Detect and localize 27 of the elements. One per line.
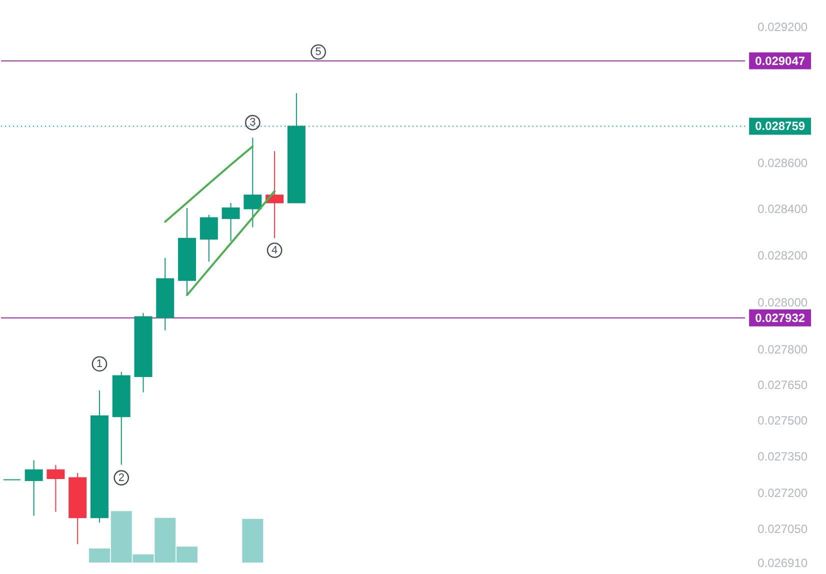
y-tick-label: 0.028000 — [758, 295, 808, 310]
line-series — [186, 190, 276, 296]
candlestick — [244, 137, 262, 228]
candlestick — [46, 464, 65, 512]
y-tick-label: 0.027350 — [758, 450, 808, 464]
ref-line-label: 0.028759 — [755, 119, 806, 134]
series-label: 2 — [118, 472, 124, 484]
y-tick-label: 0.027800 — [758, 342, 808, 356]
ref-line-label: 0.029047 — [755, 54, 806, 68]
ref-line-label: 0.027932 — [755, 310, 806, 325]
candlestick — [222, 202, 240, 242]
series-label: 5 — [315, 46, 322, 58]
y-tick-label: 0.027050 — [758, 522, 808, 536]
candlestick — [24, 460, 43, 516]
y-tick-label: 0.026910 — [758, 556, 808, 570]
y-tick-label: 0.029200 — [758, 20, 808, 34]
y-tick-label: 0.027500 — [758, 414, 808, 428]
y-tick-label: 0.028400 — [758, 202, 808, 216]
candlestick — [200, 214, 218, 262]
y-tick-label: 0.028600 — [758, 156, 808, 170]
line-series — [164, 145, 254, 223]
series-label: 1 — [96, 358, 103, 370]
y-tick-label: 0.027200 — [758, 486, 808, 500]
y-tick-label: 0.027650 — [758, 378, 808, 392]
series-label: 4 — [272, 244, 278, 256]
series-label: 3 — [250, 116, 256, 129]
y-tick-label: 0.028200 — [758, 248, 808, 263]
